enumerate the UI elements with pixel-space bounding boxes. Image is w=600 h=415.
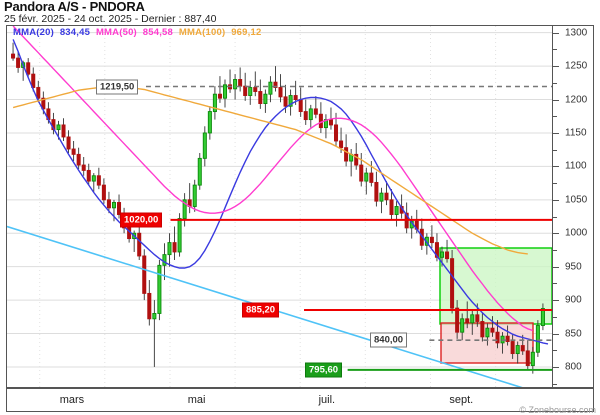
y-tick-1300: 1300 — [565, 27, 588, 39]
y-tick-1000: 1000 — [565, 227, 588, 239]
y-tick-mark — [553, 166, 559, 168]
y-tick-mark — [553, 300, 559, 302]
level-885-tag: 885,20 — [242, 302, 280, 318]
legend-ma100-label: MMA(100) — [178, 27, 226, 38]
price-axis: 1300 1250 1200 1150 1100 1050 1000 950 900 850 800 — [552, 26, 593, 387]
x-tick-sept: sept. — [449, 394, 474, 406]
y-tick-850: 850 — [565, 328, 582, 340]
y-tick-1150: 1150 — [565, 127, 587, 139]
page-title: Pandora A/S - PNDORA — [4, 0, 145, 14]
chart-svg — [7, 26, 552, 387]
legend-ma50-value: 854,58 — [142, 27, 174, 38]
legend-ma20-label: MMA(20) — [13, 27, 54, 38]
x-tick-mai: mai — [187, 394, 206, 406]
y-tick-mark-minor — [553, 316, 557, 318]
y-tick-mark — [553, 132, 559, 134]
y-tick-mark-minor — [553, 383, 557, 385]
y-tick-mark — [553, 233, 559, 235]
y-tick-800: 800 — [565, 361, 582, 373]
y-tick-mark — [553, 66, 559, 68]
y-tick-1100: 1100 — [565, 160, 587, 172]
ma-legend: MMA(20) 834,45 MMA(50) 854,58 MMA(100) 9… — [13, 27, 264, 38]
level-1219-tag: 1219,50 — [96, 79, 139, 94]
y-tick-mark-minor — [553, 216, 557, 218]
legend-ma50-label: MMA(50) — [95, 27, 137, 38]
level-795-tag: 795,60 — [305, 362, 343, 378]
ma-line-mma20 — [12, 39, 549, 345]
chart-subtitle: 25 févr. 2025 - 24 oct. 2025 - Dernier :… — [4, 13, 217, 25]
time-axis: mars mai juil. sept. — [6, 388, 594, 412]
y-tick-mark-minor — [553, 183, 557, 185]
y-tick-mark-minor — [553, 249, 557, 251]
y-tick-mark-minor — [553, 49, 557, 51]
y-tick-mark-minor — [553, 350, 557, 352]
y-tick-1200: 1200 — [565, 94, 588, 106]
chart-plot-area[interactable] — [7, 26, 552, 387]
level-1020-tag: 1020,00 — [120, 212, 163, 228]
y-tick-mark — [553, 333, 559, 335]
level-840-tag: 840,00 — [370, 332, 408, 348]
x-tick-mars: mars — [59, 394, 85, 406]
y-tick-mark — [553, 366, 559, 368]
y-tick-mark — [553, 32, 559, 34]
y-tick-mark-minor — [553, 116, 557, 118]
watermark: © Zonebourse.com — [519, 405, 596, 415]
y-tick-1050: 1050 — [565, 194, 588, 206]
y-tick-1250: 1250 — [565, 60, 588, 72]
y-tick-mark-minor — [553, 149, 557, 151]
y-tick-mark — [553, 199, 559, 201]
legend-ma20-value: 834,45 — [59, 27, 91, 38]
y-tick-950: 950 — [565, 261, 582, 273]
y-tick-mark-minor — [553, 82, 557, 84]
ma-line-mma50 — [12, 26, 534, 332]
legend-ma100-value: 969,12 — [231, 27, 262, 38]
x-tick-juil: juil. — [318, 394, 336, 406]
y-tick-mark-minor — [553, 283, 557, 285]
y-tick-900: 900 — [565, 294, 582, 306]
y-tick-mark — [553, 266, 559, 268]
y-tick-mark — [553, 99, 559, 101]
